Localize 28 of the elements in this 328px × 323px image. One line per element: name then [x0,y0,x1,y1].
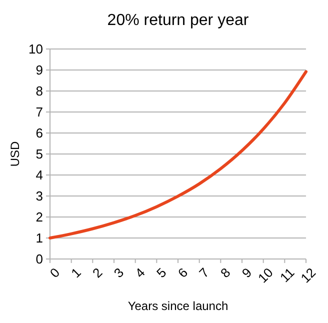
y-tick-label: 3 [36,188,43,204]
y-tick-label: 4 [36,168,43,183]
y-tick-label: 1 [36,230,43,246]
x-tick-label: 5 [154,264,170,281]
y-tick-label: 8 [36,84,43,99]
y-axis-title: USD [8,141,22,167]
x-tick-label: 11 [277,264,298,286]
y-tick-label: 5 [36,146,43,162]
chart-title: 20% return per year [107,12,250,29]
x-tick-label: 0 [46,264,63,281]
y-tick-label: 0 [36,252,43,267]
x-tick-label: 10 [255,264,276,286]
x-tick-label: 9 [238,264,255,281]
x-tick-label: 4 [132,264,148,281]
y-tick-label: 2 [36,210,43,225]
x-tick-label: 8 [218,264,234,281]
y-tick-label: 10 [28,42,43,57]
line-series [48,70,308,240]
x-tick-label: 1 [68,264,84,281]
y-tick-label: 9 [36,62,43,78]
y-tick-label: 6 [36,126,43,141]
x-axis-title: Years since launch [128,299,228,313]
y-tick-label: 7 [36,104,43,120]
x-tick-label: 12 [298,264,319,286]
x-tick-label: 3 [110,264,127,281]
x-tick-label: 7 [196,264,212,281]
x-tick-label: 2 [90,264,106,281]
x-tick-label: 6 [174,264,191,281]
